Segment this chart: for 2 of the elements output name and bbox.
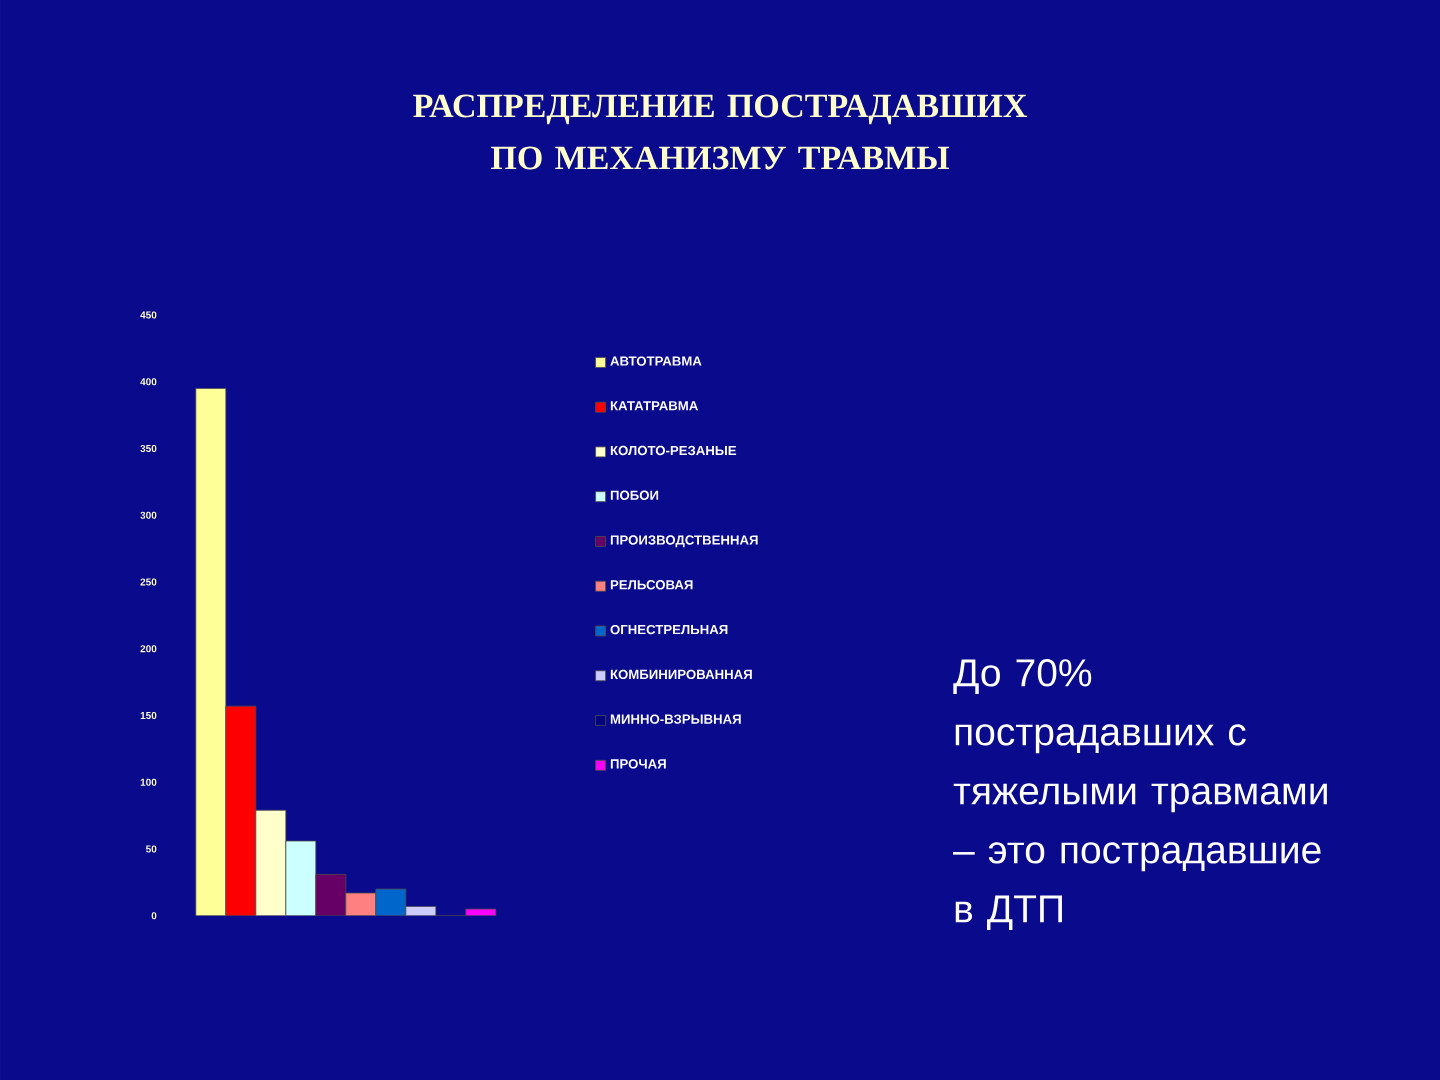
text: До 70% пострадавших с тяжелыми травмами – это пострадавшие в ДТП [953,659,1327,931]
text: РАСПРЕДЕЛЕНИЕ ПОСТРАДАВШИХ ПО МЕХАНИЗМУ ТРАВМЫ [413,94,1027,170]
